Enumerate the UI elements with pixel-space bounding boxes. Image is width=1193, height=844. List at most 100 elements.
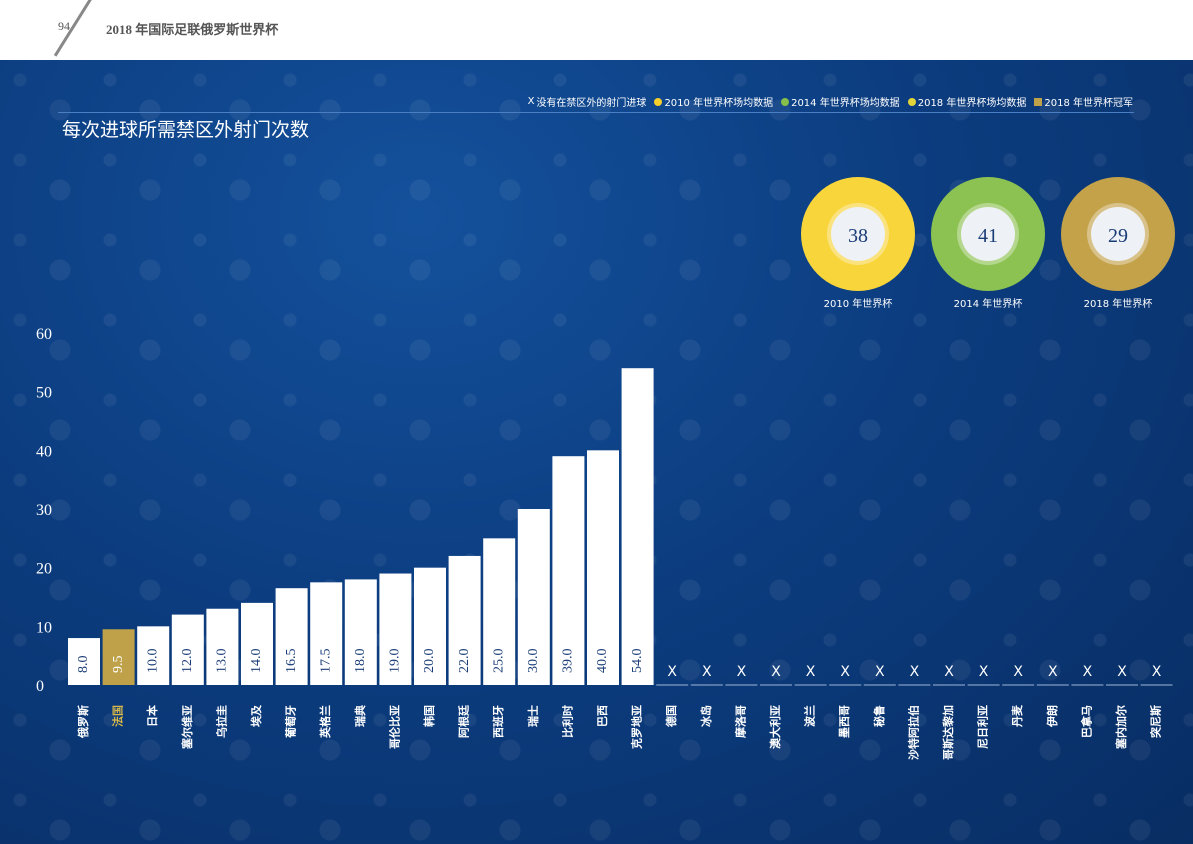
no-goal-marker: X: [979, 664, 989, 680]
category-label: 英格兰: [318, 705, 332, 739]
legend-label: 2010 年世界杯场均数据: [664, 98, 774, 109]
bar: [137, 626, 170, 685]
bar-value-label: 9.5: [111, 656, 126, 674]
category-label: 比利时: [560, 705, 574, 738]
y-tick-label: 10: [36, 619, 52, 636]
x-marker-icon: X: [527, 96, 535, 107]
category-label: 阿根廷: [457, 704, 471, 738]
average-inner-circle: [961, 207, 1015, 261]
category-label: 摩洛哥: [733, 705, 747, 738]
bar: [414, 567, 446, 685]
category-label: 突尼斯: [1149, 705, 1163, 738]
category-label: 俄罗斯: [76, 705, 90, 739]
bar-value-label: 25.0: [491, 649, 506, 674]
bar-value-label: 19.0: [388, 649, 403, 674]
category-label: 瑞士: [526, 705, 540, 727]
bar-value-label: 54.0: [630, 649, 645, 674]
category-label: 西班牙: [491, 705, 505, 738]
category-label: 尼日利亚: [976, 705, 990, 749]
average-value: 38: [848, 225, 868, 247]
category-label: 冰岛: [699, 705, 713, 727]
chart-title: 每次进球所需禁区外射门次数: [62, 119, 310, 141]
no-goal-marker: X: [1117, 664, 1127, 680]
bar: [275, 588, 308, 685]
bar: [206, 608, 239, 685]
bar: [587, 450, 619, 685]
category-label: 德国: [664, 705, 678, 728]
legend: X 没有在禁区外的射门进球 2010 年世界杯场均数据 2014 年世界杯场均数…: [528, 94, 1133, 109]
legend-label: 2018 年世界杯冠军: [1044, 98, 1133, 109]
y-tick-label: 30: [36, 502, 52, 519]
olive-dot-icon: [907, 97, 916, 106]
no-goal-marker: X: [737, 664, 747, 680]
yellow-dot-icon: [654, 97, 663, 106]
bar: [552, 456, 585, 685]
bar-value-label: 30.0: [526, 649, 541, 674]
legend-item-2014: 2014 年世界杯场均数据: [781, 94, 900, 109]
no-goal-marker: X: [1152, 664, 1162, 680]
bar: [621, 368, 654, 685]
category-label: 丹麦: [1010, 704, 1024, 727]
y-tick-label: 20: [36, 561, 52, 578]
bar-value-label: 8.0: [76, 656, 91, 674]
y-tick-label: 0: [36, 678, 44, 695]
legend-label: 没有在禁区外的射门进球: [536, 98, 647, 109]
no-goal-marker: X: [667, 664, 677, 680]
category-label: 伊朗: [1045, 705, 1059, 728]
y-tick-label: 40: [36, 443, 52, 460]
legend-item-2010: 2010 年世界杯场均数据: [654, 94, 773, 109]
gold-square-icon: [1034, 97, 1043, 106]
category-label: 澳大利亚: [768, 705, 782, 749]
category-label: 秘鲁: [872, 705, 886, 727]
bar: [171, 614, 204, 685]
bar-value-label: 17.5: [318, 649, 333, 674]
no-goal-marker: X: [771, 664, 781, 680]
no-goal-marker: X: [875, 664, 885, 680]
bar-value-label: 10.0: [145, 649, 160, 674]
category-label: 波兰: [803, 705, 817, 727]
average-label: 2010 年世界杯: [824, 297, 893, 310]
category-label: 乌拉圭: [214, 705, 228, 738]
no-goal-marker: X: [702, 664, 712, 680]
document-title: 2018 年国际足联俄罗斯世界杯: [106, 22, 279, 37]
category-label: 塞尔维亚: [180, 705, 194, 750]
bar-value-label: 22.0: [457, 649, 472, 674]
no-goal-marker: X: [1013, 664, 1023, 680]
no-goal-marker: X: [840, 664, 850, 680]
green-dot-icon: [781, 97, 790, 106]
no-goal-marker: X: [910, 664, 920, 680]
bar: [102, 629, 135, 685]
bar: [310, 582, 343, 685]
category-label: 法国: [111, 705, 125, 727]
category-label: 葡萄牙: [284, 705, 298, 739]
category-label: 埃及: [249, 704, 263, 727]
category-label: 日本: [145, 705, 159, 727]
legend-label: 2014 年世界杯场均数据: [791, 98, 900, 109]
average-value: 29: [1108, 225, 1128, 247]
category-label: 哥伦比亚: [387, 705, 401, 749]
legend-label: 2018 年世界杯场均数据: [917, 98, 1027, 109]
average-label: 2018 年世界杯: [1084, 297, 1153, 310]
bar-value-label: 12.0: [180, 649, 195, 674]
bar: [68, 638, 100, 685]
bar: [241, 602, 273, 685]
legend-item-2018: 2018 年世界杯场均数据: [907, 94, 1027, 109]
bar-value-label: 20.0: [422, 649, 437, 674]
bar-value-label: 39.0: [561, 649, 576, 674]
category-label: 巴西: [596, 705, 609, 727]
category-label: 塞内加尔: [1114, 705, 1128, 750]
bar-value-label: 16.5: [284, 649, 299, 674]
category-label: 哥斯达黎加: [941, 705, 955, 760]
bar-value-label: 40.0: [595, 649, 610, 674]
average-inner-circle: [1091, 207, 1145, 261]
no-goal-marker: X: [944, 664, 954, 680]
bar-value-label: 14.0: [249, 649, 264, 674]
category-label: 墨西哥: [838, 705, 851, 738]
title-rule: [58, 112, 1134, 113]
category-label: 瑞典: [353, 705, 367, 727]
category-label: 沙特阿拉伯: [906, 705, 920, 760]
legend-item-champion: 2018 年世界杯冠军: [1034, 94, 1133, 109]
average-inner-circle: [831, 207, 885, 261]
legend-item-no-goal: X 没有在禁区外的射门进球: [528, 94, 647, 109]
